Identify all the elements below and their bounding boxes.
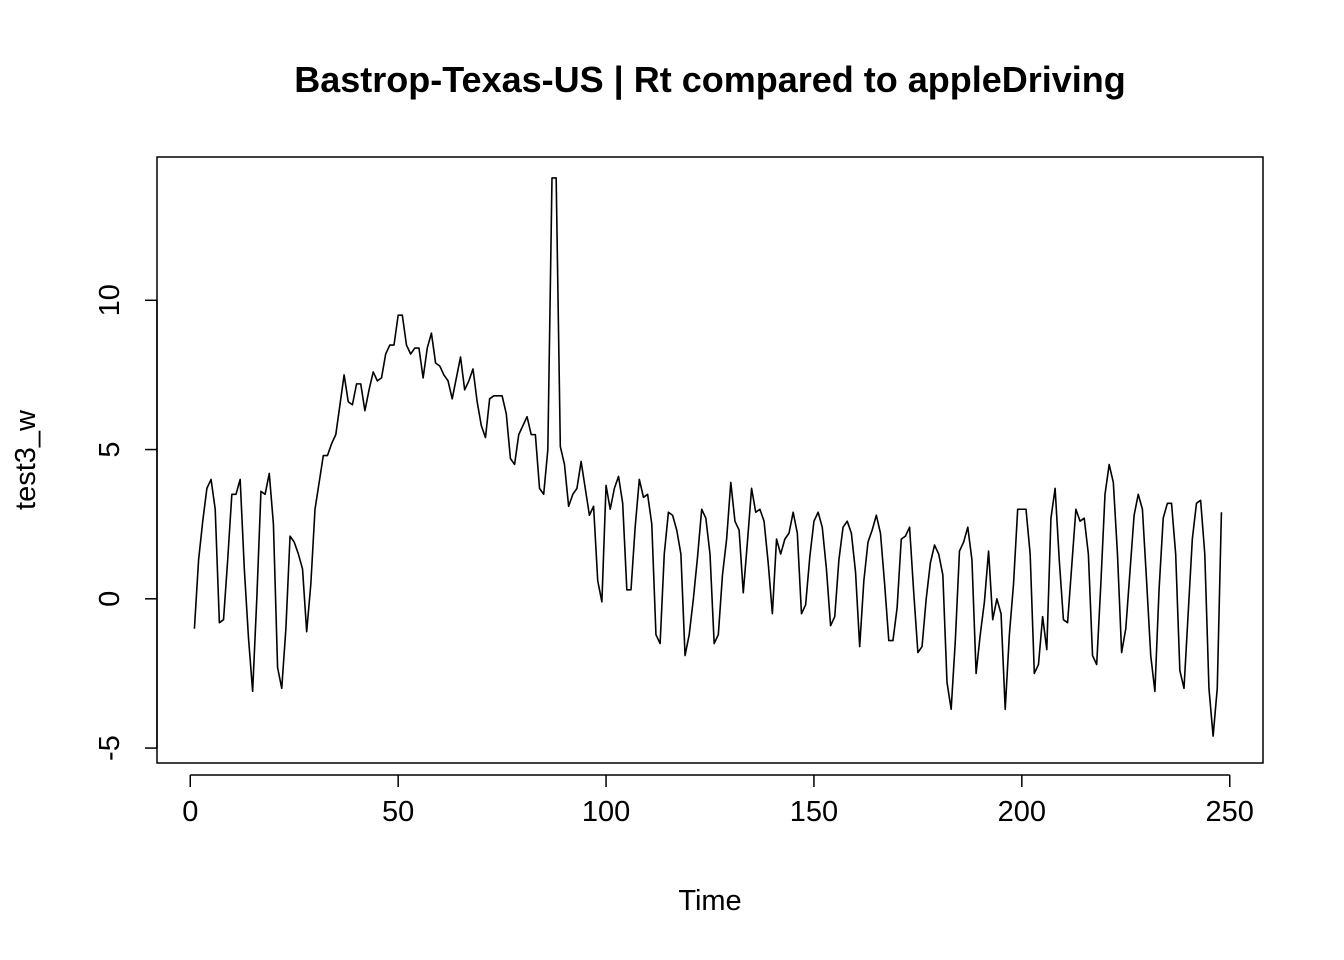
x-tick-label: 50 (382, 796, 414, 828)
x-tick-label: 250 (1206, 796, 1254, 828)
series-line (193, 177, 1223, 737)
x-tick-label: 100 (582, 796, 630, 828)
y-tick-label: 10 (94, 284, 126, 316)
x-axis-label: Time (678, 885, 741, 917)
y-tick-label: -5 (94, 735, 126, 761)
x-axis: 0 50 100 150 200 250 (182, 774, 1254, 828)
chart-title: Bastrop-Texas-US | Rt compared to appleD… (294, 59, 1126, 101)
y-tick-label: 0 (94, 591, 126, 607)
x-tick-label: 0 (182, 796, 198, 828)
x-tick-label: 200 (998, 796, 1046, 828)
y-axis-label: test3_w (10, 409, 42, 510)
x-tick-label: 150 (790, 796, 838, 828)
y-tick-label: 5 (94, 441, 126, 457)
y-axis: -5 0 5 10 (94, 284, 158, 761)
